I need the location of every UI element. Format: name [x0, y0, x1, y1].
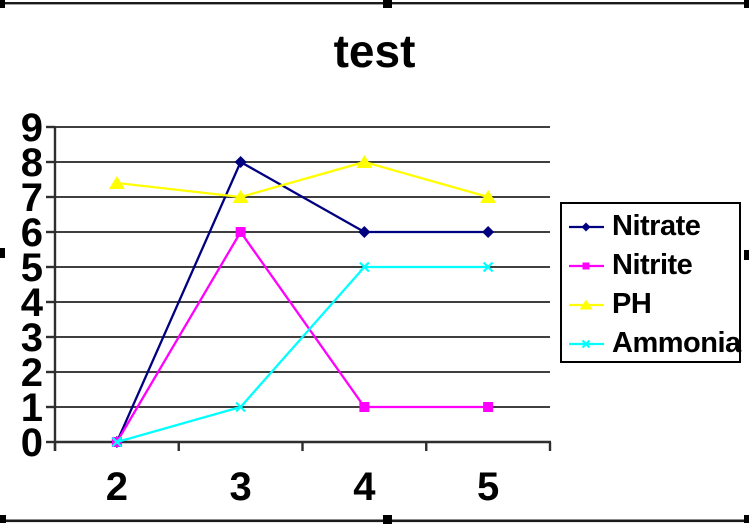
- selection-handle-top-right[interactable]: [744, 0, 749, 8]
- legend-square-icon: [569, 262, 604, 269]
- data-marker-ammonia[interactable]: [359, 261, 370, 273]
- selection-handle-bottom-center[interactable]: [383, 515, 392, 524]
- legend-x-icon: [569, 339, 604, 348]
- selection-handle-top-center[interactable]: [383, 0, 392, 8]
- y-tick-label: 9: [21, 106, 43, 150]
- data-marker-ph[interactable]: [356, 155, 373, 168]
- selection-handle-bottom-left[interactable]: [0, 515, 6, 523]
- x-tick-label: 5: [477, 465, 499, 509]
- x-marker-stroke: [581, 339, 591, 348]
- series-line-ammonia[interactable]: [116, 265, 489, 444]
- legend-sample-marker[interactable]: [579, 299, 593, 309]
- data-marker-ammonia[interactable]: [111, 436, 123, 448]
- legend-item-nitrite[interactable]: Nitrite: [568, 246, 739, 285]
- series-line-nitrate[interactable]: [115, 160, 489, 443]
- y-tick-label: 4: [21, 281, 44, 325]
- series-line-ph[interactable]: [116, 160, 489, 199]
- y-tick-label: 6: [21, 211, 43, 255]
- selection-handle-right-middle[interactable]: [744, 250, 749, 260]
- legend-triangle-icon: [569, 299, 604, 309]
- data-marker-nitrate[interactable]: [358, 226, 371, 238]
- data-marker-ph[interactable]: [480, 190, 497, 203]
- x-tick-label: 3: [230, 465, 252, 509]
- x-marker-stroke: [482, 261, 494, 273]
- data-marker-nitrate[interactable]: [234, 156, 247, 168]
- legend-label-ammonia: Ammonia: [612, 327, 741, 359]
- selection-handle-bottom-right[interactable]: [744, 515, 749, 523]
- legend-label-ph: PH: [612, 288, 652, 320]
- chart-border-bottom: [0, 519, 749, 523]
- x-marker-stroke: [235, 401, 246, 413]
- data-marker-nitrite[interactable]: [359, 402, 370, 412]
- x-tick-label: 2: [106, 465, 128, 509]
- data-marker-ph[interactable]: [232, 190, 249, 203]
- x-marker-stroke: [111, 436, 123, 448]
- series-line-nitrite[interactable]: [115, 229, 489, 443]
- chart-title: test: [333, 25, 416, 77]
- y-tick-label: 5: [21, 246, 43, 290]
- y-tick-label: 3: [21, 316, 43, 360]
- data-marker-ammonia[interactable]: [482, 261, 494, 273]
- data-marker-nitrite[interactable]: [235, 227, 246, 237]
- y-tick-label: 0: [21, 421, 43, 465]
- data-marker-ph[interactable]: [108, 176, 125, 189]
- x-tick-label: 4: [353, 465, 376, 509]
- x-marker-stroke: [359, 261, 370, 273]
- selection-handle-left-middle[interactable]: [0, 248, 5, 258]
- chart-border-top: [0, 2, 749, 5]
- y-tick-label: 1: [21, 386, 43, 430]
- y-tick-label: 7: [21, 176, 43, 220]
- legend-box[interactable]: Nitrate Nitrite PH Ammonia: [560, 202, 741, 363]
- legend-item-ph[interactable]: PH: [568, 285, 739, 324]
- legend-sample-marker[interactable]: [581, 222, 591, 231]
- legend-label-nitrite: Nitrite: [612, 249, 693, 281]
- legend-item-nitrate[interactable]: Nitrate: [568, 207, 739, 246]
- selection-handle-top-left[interactable]: [0, 0, 5, 8]
- data-marker-nitrate[interactable]: [482, 226, 495, 238]
- y-tick-label: 8: [21, 141, 43, 185]
- data-marker-ammonia[interactable]: [235, 401, 246, 413]
- y-tick-label: 2: [21, 351, 43, 395]
- data-marker-nitrite[interactable]: [483, 402, 494, 412]
- legend-sample-marker[interactable]: [581, 339, 591, 348]
- legend-sample-marker[interactable]: [582, 262, 590, 269]
- legend-diamond-icon: [569, 222, 604, 231]
- legend-label-nitrate: Nitrate: [612, 210, 701, 242]
- legend-item-ammonia[interactable]: Ammonia: [568, 324, 741, 363]
